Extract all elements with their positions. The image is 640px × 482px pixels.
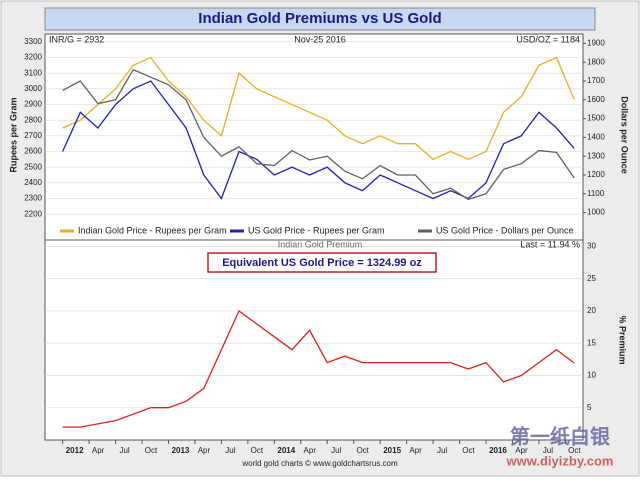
y-tick-label: 3100 bbox=[24, 68, 42, 77]
line-series bbox=[62, 68, 575, 201]
y2-tick-label: 1700 bbox=[587, 76, 605, 85]
y-tick-label: 2400 bbox=[24, 178, 42, 187]
line-series bbox=[62, 310, 575, 428]
x-tick-label: Apr bbox=[409, 446, 422, 455]
y-tick-label: 2600 bbox=[24, 147, 42, 156]
y-tick-label: 2300 bbox=[24, 194, 42, 203]
x-tick-label: 2014 bbox=[277, 446, 295, 455]
x-tick-label: Apr bbox=[198, 446, 211, 455]
y2-tick-label: 1900 bbox=[587, 39, 605, 48]
x-tick-label: 2016 bbox=[489, 446, 507, 455]
x-tick-label: Apr bbox=[515, 446, 528, 455]
y-tick-label: 20 bbox=[587, 306, 596, 315]
plot-area bbox=[44, 33, 584, 441]
watermark-url: www.diyizby.com bbox=[506, 453, 614, 468]
legend-label: US Gold Price - Dollars per Ounce bbox=[436, 225, 574, 235]
x-tick-label: Oct bbox=[356, 446, 369, 455]
y-tick-label: 3300 bbox=[24, 37, 42, 46]
legend-label: Indian Gold Price - Rupees per Gram bbox=[78, 225, 227, 235]
watermark: 第一纸白银 bbox=[510, 424, 611, 448]
y-axis-label: Rupees per Gram bbox=[8, 97, 18, 172]
y-tick-label: 5 bbox=[587, 403, 592, 412]
x-tick-label: Jul bbox=[437, 446, 447, 455]
line-series bbox=[62, 56, 575, 161]
y-tick-label: 2900 bbox=[24, 100, 42, 109]
y-tick-label: 30 bbox=[587, 242, 596, 251]
annotation: INR/G = 2932 bbox=[49, 34, 104, 44]
x-tick-label: Oct bbox=[568, 446, 581, 455]
annotation: Nov-25 2016 bbox=[294, 34, 346, 44]
x-tick-label: 2013 bbox=[172, 446, 190, 455]
x-tick-label: Apr bbox=[304, 446, 317, 455]
y2-tick-label: 1300 bbox=[587, 151, 605, 160]
chart-title: Indian Gold Premiums vs US Gold bbox=[198, 10, 441, 27]
annotation: Equivalent US Gold Price = 1324.99 oz bbox=[222, 257, 422, 269]
y-tick-label: 25 bbox=[587, 274, 596, 283]
y2-tick-label: 1400 bbox=[587, 133, 605, 142]
y-tick-label: 2500 bbox=[24, 162, 42, 171]
y-tick-label: 2800 bbox=[24, 115, 42, 124]
y2-tick-label: 1200 bbox=[587, 170, 605, 179]
y-axis-label: % Premium bbox=[618, 315, 628, 364]
y2-tick-label: 1800 bbox=[587, 57, 605, 66]
x-tick-label: Jul bbox=[225, 446, 235, 455]
line-series bbox=[62, 80, 575, 200]
footer: world gold charts © www.goldchartsrus.co… bbox=[241, 459, 398, 468]
y2-tick-label: 1500 bbox=[587, 114, 605, 123]
x-tick-label: Oct bbox=[145, 446, 158, 455]
y2-tick-label: 1600 bbox=[587, 95, 605, 104]
y-tick-label: 3200 bbox=[24, 53, 42, 62]
x-tick-label: 2012 bbox=[66, 446, 84, 455]
x-tick-label: Jul bbox=[331, 446, 341, 455]
y-tick-label: 3000 bbox=[24, 84, 42, 93]
y2-tick-label: 1000 bbox=[587, 208, 605, 217]
legend-label: US Gold Price - Rupees per Gram bbox=[248, 225, 385, 235]
annotation: USD/OZ = 1184 bbox=[516, 34, 580, 44]
x-tick-label: 2015 bbox=[383, 446, 401, 455]
x-tick-label: Jul bbox=[543, 446, 553, 455]
x-tick-label: Oct bbox=[462, 446, 475, 455]
x-tick-label: Apr bbox=[92, 446, 105, 455]
title-bar bbox=[44, 7, 596, 31]
y-tick-label: 2200 bbox=[24, 209, 42, 218]
annotation: Last = 11.94 % bbox=[520, 239, 580, 249]
y2-axis-label: Dollars per Ounce bbox=[620, 96, 630, 174]
y-tick-label: 2700 bbox=[24, 131, 42, 140]
panel-title: Indian Gold Premium bbox=[278, 239, 363, 249]
annotation-box bbox=[207, 252, 437, 273]
x-tick-label: Jul bbox=[119, 446, 129, 455]
x-tick-label: Oct bbox=[251, 446, 264, 455]
y-tick-label: 10 bbox=[587, 371, 596, 380]
y2-tick-label: 1100 bbox=[587, 189, 605, 198]
y-tick-label: 15 bbox=[587, 338, 596, 347]
